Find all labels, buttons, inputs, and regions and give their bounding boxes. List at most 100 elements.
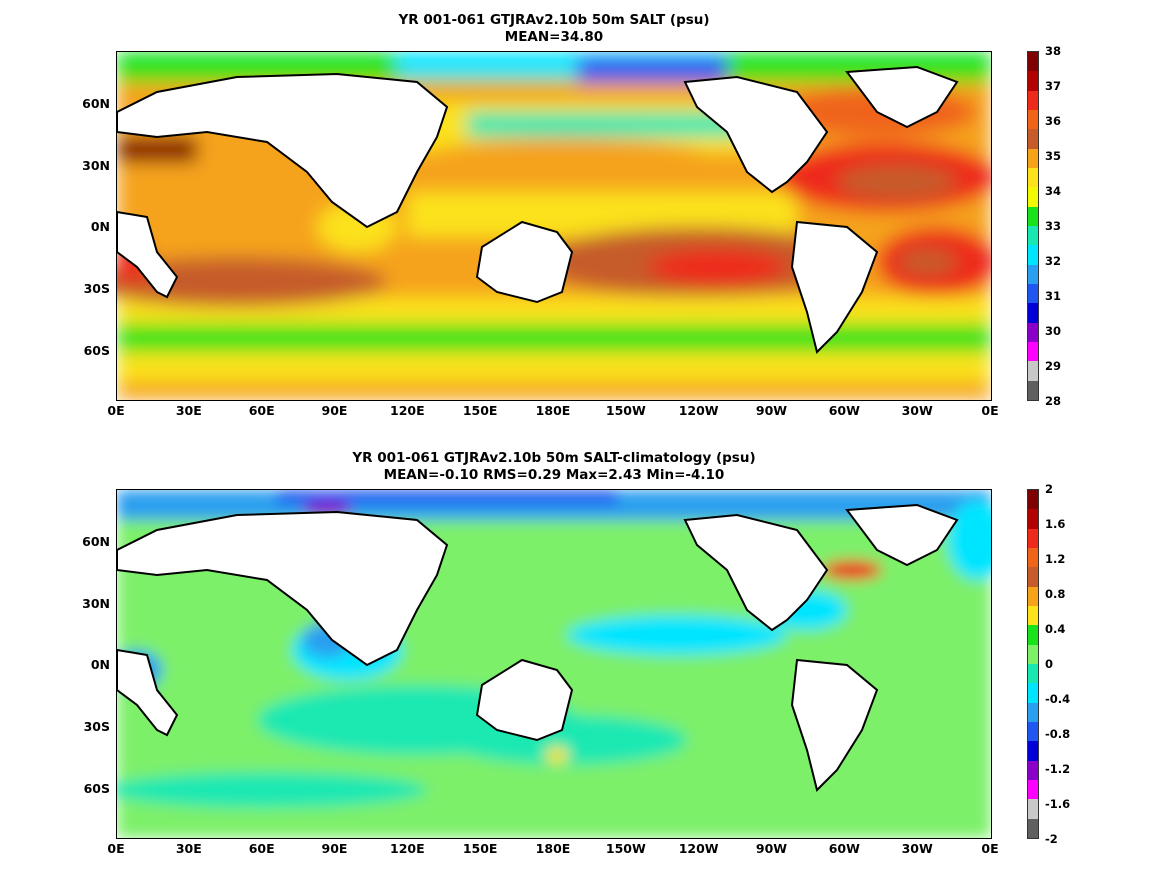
top-lon-label: 120W: [678, 403, 719, 418]
top-colorbar-label: 32: [1045, 254, 1062, 268]
top-lon-label: 30E: [175, 403, 202, 418]
top-lon-label: 30W: [901, 403, 933, 418]
bottom-colorbar-swatch: [1028, 509, 1038, 529]
top-colorbar-swatch: [1028, 322, 1038, 342]
bottom-lon-label: 30W: [901, 841, 933, 856]
top-colorbar-label: 37: [1045, 79, 1062, 93]
top-colorbar-label: 35: [1045, 149, 1062, 163]
bottom-lon-label: 0E: [107, 841, 125, 856]
top-colorbar-swatch: [1028, 129, 1038, 149]
bottom-lon-label: 120E: [390, 841, 425, 856]
bottom-colorbar-swatch: [1028, 625, 1038, 645]
top-lon-label: 0E: [981, 403, 999, 418]
bottom-colorbar-label: 1.2: [1045, 552, 1066, 566]
bottom-title-line2: MEAN=-0.10 RMS=0.29 Max=2.43 Min=-4.10: [383, 467, 725, 483]
bottom-continents: [117, 503, 959, 792]
top-lat-label-60s: 60S: [83, 343, 110, 358]
top-colorbar-swatch: [1028, 264, 1038, 284]
bottom-colorbar-label: 0: [1045, 657, 1054, 671]
top-colorbar-swatch: [1028, 148, 1038, 168]
top-salinity-map: [116, 51, 992, 401]
bottom-lat-label-60n: 60N: [82, 534, 110, 549]
bottom-colorbar: [1027, 489, 1039, 839]
top-colorbar-label: 38: [1045, 44, 1062, 58]
top-colorbar-swatch: [1028, 52, 1038, 72]
top-colorbar-label: 36: [1045, 114, 1062, 128]
bottom-lon-label: 120W: [678, 841, 719, 856]
bottom-colorbar-swatch: [1028, 567, 1038, 587]
bottom-colorbar-swatch: [1028, 683, 1038, 703]
top-colorbar-swatch: [1028, 341, 1038, 362]
bottom-colorbar-swatch: [1028, 741, 1038, 761]
top-lat-label-60n: 60N: [82, 96, 110, 111]
top-continents: [117, 65, 959, 354]
bottom-colorbar-label: -2: [1045, 832, 1058, 846]
bottom-colorbar-swatch: [1028, 721, 1038, 742]
bottom-lat-label-0n: 0N: [90, 657, 110, 672]
bottom-lat-label-30s: 30S: [83, 719, 110, 734]
bottom-lon-label: 60W: [828, 841, 860, 856]
top-lon-label: 150E: [462, 403, 498, 418]
bottom-lon-label: 30E: [175, 841, 202, 856]
top-lon-label: 0E: [107, 403, 125, 418]
bottom-lon-label: 90E: [321, 841, 348, 856]
bottom-colorbar-swatch: [1028, 490, 1038, 510]
bottom-colorbar-label: -1.2: [1045, 762, 1071, 776]
top-colorbar-swatch: [1028, 109, 1038, 130]
bottom-title-line1: YR 001-061 GTJRAv2.10b 50m SALT-climatol…: [352, 450, 756, 466]
bottom-colorbar-swatch: [1028, 663, 1038, 684]
top-colorbar-label: 28: [1045, 394, 1062, 408]
top-colorbar-swatch: [1028, 187, 1038, 207]
bottom-lon-label: 90W: [755, 841, 788, 856]
bottom-lon-label: 150W: [605, 841, 646, 856]
top-colorbar-label: 34: [1045, 184, 1062, 198]
bottom-colorbar-swatch: [1028, 586, 1038, 606]
bottom-lon-label: 0E: [981, 841, 999, 856]
top-lon-label: 60E: [248, 403, 275, 418]
top-lat-label-30s: 30S: [83, 281, 110, 296]
bottom-colorbar-swatch: [1028, 818, 1038, 838]
bottom-colorbar-swatch: [1028, 644, 1038, 664]
top-colorbar-label: 29: [1045, 359, 1062, 373]
top-lon-label: 60W: [828, 403, 860, 418]
top-title-line2: MEAN=34.80: [504, 29, 604, 45]
top-lon-label: 150W: [605, 403, 646, 418]
bottom-colorbar-label: 0.4: [1045, 622, 1066, 636]
top-lat-label-30n: 30N: [82, 158, 110, 173]
bottom-lon-label: 180E: [535, 841, 571, 856]
bottom-colorbar-swatch: [1028, 605, 1038, 626]
bottom-colorbar-label: -1.6: [1045, 797, 1071, 811]
top-title-line1: YR 001-061 GTJRAv2.10b 50m SALT (psu): [398, 12, 710, 28]
bottom-colorbar-label: 1.6: [1045, 517, 1066, 531]
bottom-lat-label-60s: 60S: [83, 781, 110, 796]
top-colorbar-label: 31: [1045, 289, 1062, 303]
bottom-anomaly-map: [116, 489, 992, 839]
bottom-colorbar-label: -0.8: [1045, 727, 1071, 741]
bottom-map-svg: [117, 490, 991, 838]
top-lon-label: 90W: [755, 403, 788, 418]
top-lon-label: 120E: [390, 403, 425, 418]
top-colorbar-swatch: [1028, 167, 1038, 188]
top-colorbar-label: 30: [1045, 324, 1062, 338]
bottom-colorbar-label: 0.8: [1045, 587, 1066, 601]
bottom-colorbar-label: 2: [1045, 482, 1054, 496]
bottom-colorbar-label: -0.4: [1045, 692, 1071, 706]
top-colorbar-swatch: [1028, 245, 1038, 265]
bottom-colorbar-swatch: [1028, 779, 1038, 800]
top-colorbar-swatch: [1028, 303, 1038, 323]
bottom-lon-label: 60E: [248, 841, 275, 856]
top-lon-label: 180E: [535, 403, 571, 418]
top-colorbar-swatch: [1028, 283, 1038, 304]
top-colorbar-swatch: [1028, 361, 1038, 381]
top-colorbar-swatch: [1028, 90, 1038, 110]
top-colorbar-swatch: [1028, 206, 1038, 226]
top-colorbar: [1027, 51, 1039, 401]
top-colorbar-label: 33: [1045, 219, 1062, 233]
top-lon-label: 90E: [321, 403, 348, 418]
bottom-lat-label-30n: 30N: [82, 596, 110, 611]
top-lat-label-0n: 0N: [90, 219, 110, 234]
bottom-colorbar-swatch: [1028, 760, 1038, 780]
bottom-colorbar-swatch: [1028, 702, 1038, 722]
bottom-colorbar-swatch: [1028, 528, 1038, 548]
bottom-lon-label: 150E: [462, 841, 498, 856]
